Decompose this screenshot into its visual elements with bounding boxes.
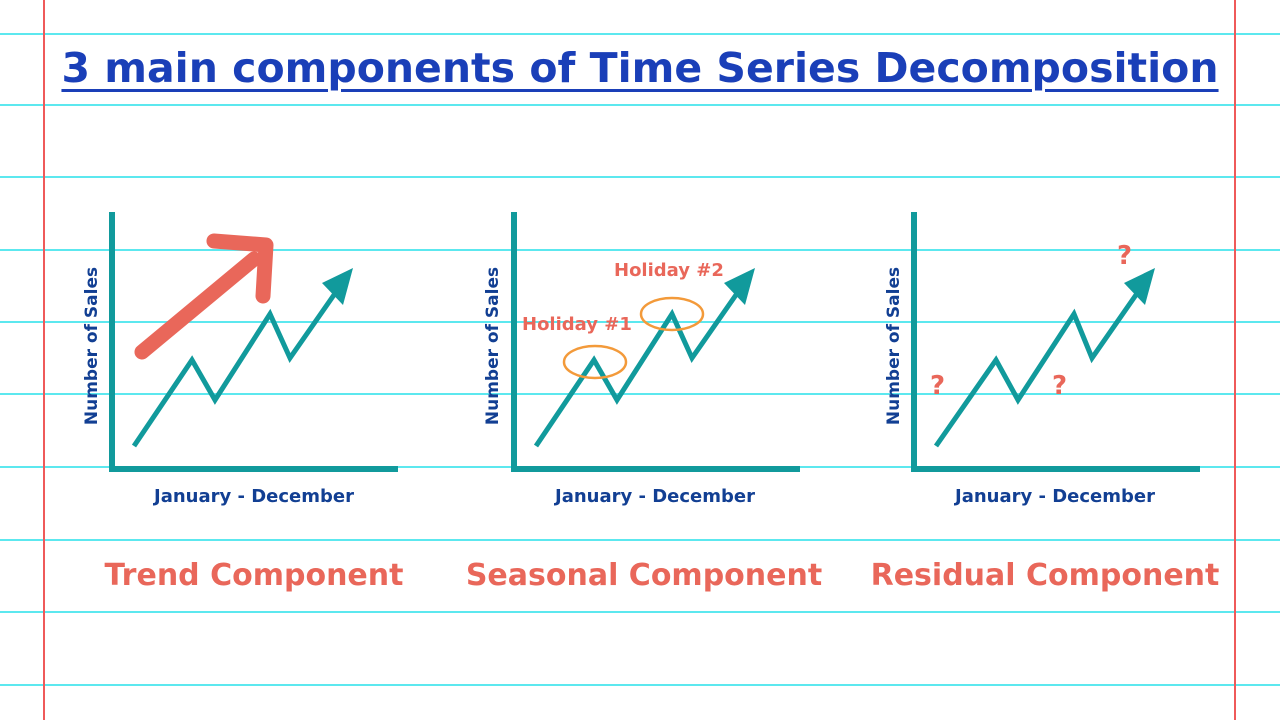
trend-direction-arrow-shaft (134, 251, 262, 360)
residual-question-mark: ? (1052, 371, 1068, 401)
trend-y-axis-label: Number of Sales (82, 266, 102, 426)
page-title-text: 3 main components of Time Series Decompo… (61, 44, 1219, 92)
residual-axes (911, 212, 1200, 472)
residual-x-axis-label: January - December (955, 486, 1155, 507)
trend-x-axis-label: January - December (154, 486, 354, 507)
ruled-line (0, 393, 1280, 395)
margin-line-right (1234, 0, 1236, 720)
ruled-line (0, 33, 1280, 35)
margin-line-left (43, 0, 45, 720)
residual-panel-graphic (911, 212, 1200, 472)
residual-question-mark: ? (930, 371, 946, 401)
trend-sales-line (131, 290, 339, 448)
holiday-1-circle (562, 344, 628, 380)
residual-sales-line (933, 290, 1141, 448)
trend-axes (109, 212, 398, 472)
seasonal-x-axis-label: January - December (555, 486, 755, 507)
seasonal-sales-arrowhead (724, 268, 755, 305)
ruled-line (0, 249, 1280, 251)
trend-component-label: Trend Component (104, 558, 404, 593)
holiday-2-label: Holiday #2 (614, 260, 724, 281)
residual-sales-arrowhead (1124, 268, 1155, 305)
seasonal-axes (511, 212, 800, 472)
residual-question-mark: ? (1117, 241, 1133, 271)
trend-direction-arrow-head (206, 233, 274, 304)
ruled-line (0, 539, 1280, 541)
ruled-line (0, 104, 1280, 106)
ruled-line (0, 611, 1280, 613)
trend-sales-arrowhead (322, 268, 353, 305)
residual-component-label: Residual Component (870, 558, 1220, 593)
ruled-line (0, 321, 1280, 323)
ruled-line (0, 684, 1280, 686)
seasonal-y-axis-label: Number of Sales (483, 266, 503, 426)
residual-y-axis-label: Number of Sales (884, 266, 904, 426)
seasonal-sales-line (533, 290, 741, 448)
trend-panel-graphic (109, 212, 398, 472)
page-title: 3 main components of Time Series Decompo… (0, 44, 1280, 92)
seasonal-component-label: Seasonal Component (465, 558, 823, 593)
holiday-2-circle (639, 296, 705, 332)
holiday-1-label: Holiday #1 (522, 314, 632, 335)
seasonal-panel-graphic (511, 212, 800, 472)
ruled-line (0, 176, 1280, 178)
